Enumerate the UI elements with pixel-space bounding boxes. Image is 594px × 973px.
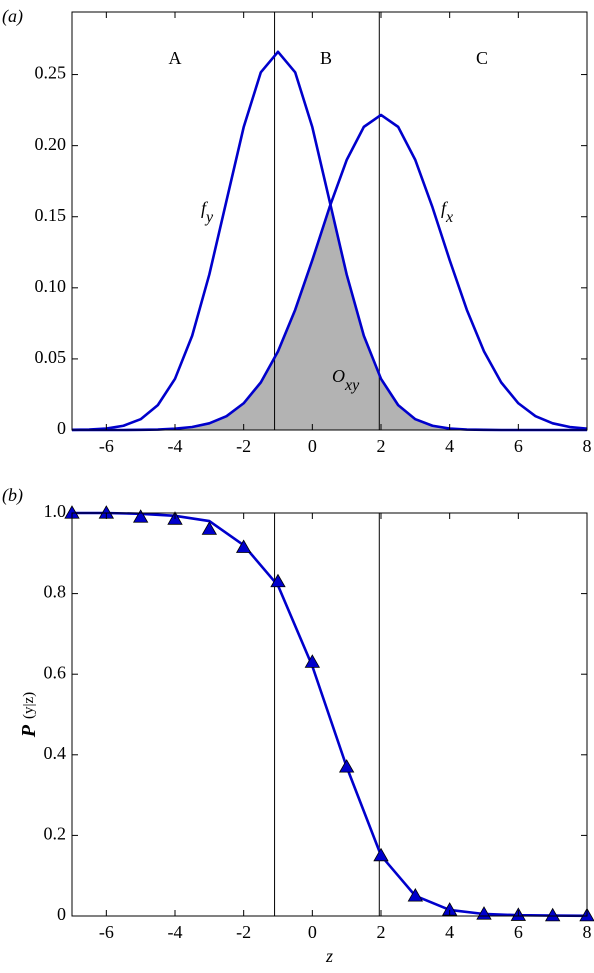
panel-label: (a) <box>2 6 23 27</box>
x-tick-label: 8 <box>583 436 592 456</box>
y-tick-label: 0.2 <box>44 824 67 844</box>
x-tick-label: -4 <box>168 436 183 456</box>
y-tick-label: 0.8 <box>44 582 67 602</box>
x-tick-label: 4 <box>445 436 454 456</box>
x-tick-label: 2 <box>377 922 386 942</box>
x-tick-label: 6 <box>514 922 523 942</box>
x-tick-label: -2 <box>236 436 251 456</box>
area-label: Oxy <box>332 366 360 394</box>
axes-box <box>71 11 588 431</box>
curve-label-sub: x <box>445 209 453 226</box>
panel-label: (b) <box>2 485 23 506</box>
y-axis-label-rest: (y|z) <box>21 692 37 719</box>
y-tick-label: 0.6 <box>44 662 67 682</box>
marker <box>235 539 252 553</box>
x-tick-label: -6 <box>99 922 114 942</box>
y-axis-label: P (y|z) <box>18 692 40 738</box>
x-tick-label: -2 <box>236 922 251 942</box>
curve-label-main: f <box>201 198 209 218</box>
region-label: B <box>320 48 332 68</box>
curve <box>72 511 588 918</box>
curve-label-sub: y <box>204 209 214 226</box>
x-tick-label: 0 <box>308 922 317 942</box>
axes-box <box>71 512 588 917</box>
shaded-area <box>72 207 587 430</box>
region-label: C <box>476 48 488 68</box>
y-tick-label: 0.15 <box>35 205 67 225</box>
area-label-main: O <box>332 366 345 386</box>
marker <box>407 888 424 902</box>
marker <box>544 907 561 922</box>
area-label-sub: xy <box>344 377 360 394</box>
curve-label: fx <box>441 198 453 226</box>
y-tick-label: 0 <box>57 904 66 924</box>
x-tick-label: 2 <box>377 436 386 456</box>
curve-label: fy <box>201 198 214 226</box>
y-tick-label: 1.0 <box>44 501 67 521</box>
x-axis-label: z <box>325 946 333 966</box>
y-tick-label: 0.25 <box>35 63 67 83</box>
curve-label-main: f <box>441 198 449 218</box>
y-tick-label: 0 <box>57 418 66 438</box>
marker <box>338 759 355 773</box>
marker <box>304 654 321 668</box>
marker <box>201 521 218 535</box>
marker <box>270 573 286 588</box>
x-tick-label: -4 <box>168 922 183 942</box>
y-tick-label: 0.4 <box>44 743 67 763</box>
x-tick-label: 6 <box>514 436 523 456</box>
y-tick-label: 0.05 <box>35 347 67 367</box>
y-axis-label-main: P <box>18 724 40 738</box>
marker <box>132 509 149 523</box>
region-label: A <box>169 48 182 68</box>
y-tick-label: 0.20 <box>35 134 67 154</box>
y-tick-label: 0.10 <box>35 276 67 296</box>
x-tick-label: -6 <box>99 436 114 456</box>
x-tick-label: 8 <box>583 922 592 942</box>
marker <box>373 847 389 862</box>
x-tick-label: 4 <box>445 922 454 942</box>
x-tick-label: 0 <box>308 436 317 456</box>
